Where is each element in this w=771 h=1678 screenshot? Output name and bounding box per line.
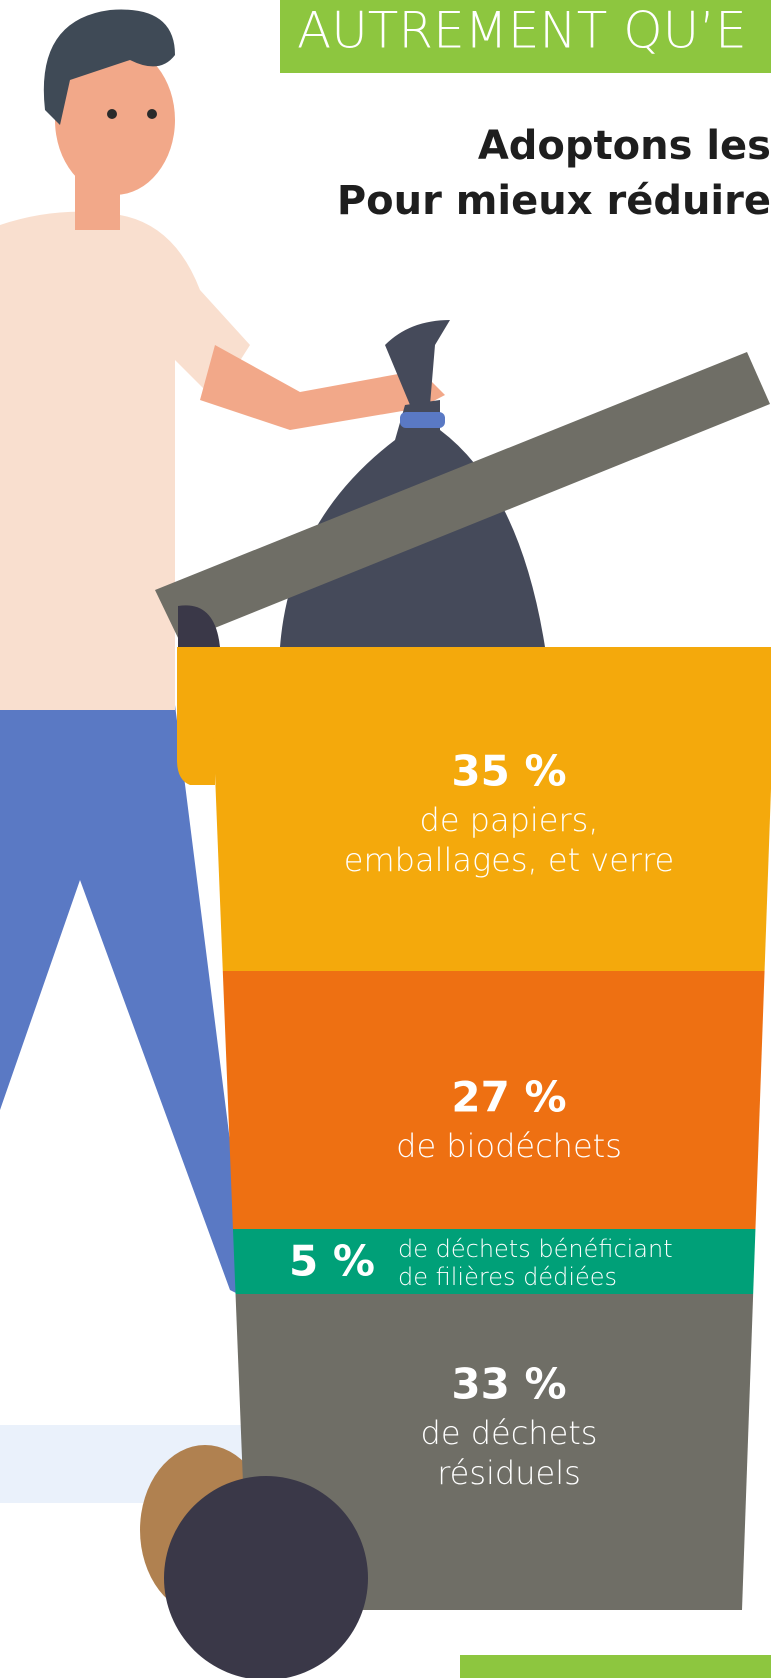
segment-label: de déchets bénéficiant <box>398 1235 673 1263</box>
segment-percent: 33 % <box>451 1360 566 1409</box>
wheel <box>164 1476 368 1678</box>
bottom-banner <box>460 1655 771 1678</box>
segment-percent: 27 % <box>451 1073 566 1122</box>
infographic: AUTREMENT QU’E Adoptons les Pour mieux r… <box>0 0 771 1678</box>
person-eye <box>107 109 117 119</box>
segment-label: emballages, et verre <box>344 841 674 879</box>
banner-text: AUTREMENT QU’E <box>297 2 747 60</box>
segment-percent: 35 % <box>451 747 566 796</box>
person-eye <box>147 109 157 119</box>
segment-percent: 5 % <box>289 1237 375 1286</box>
headline: Pour mieux réduire <box>337 178 771 224</box>
page: {"header": {"banner": "AUTREMENT QU’E", … <box>0 0 771 1678</box>
bag-tie <box>400 412 445 428</box>
headline: Adoptons les <box>478 123 771 169</box>
bin: 35 % de papiers,emballages, et verre 27 % d… <box>177 647 771 1610</box>
bin-handle <box>177 647 215 785</box>
segment-label: de biodéchets <box>396 1127 622 1165</box>
person-legs <box>0 700 250 1300</box>
segment-label: résiduels <box>437 1454 581 1492</box>
segment-label: de filières dédiées <box>398 1263 617 1291</box>
segment-label: de déchets <box>421 1414 598 1452</box>
segment-label: de papiers, <box>420 801 599 839</box>
